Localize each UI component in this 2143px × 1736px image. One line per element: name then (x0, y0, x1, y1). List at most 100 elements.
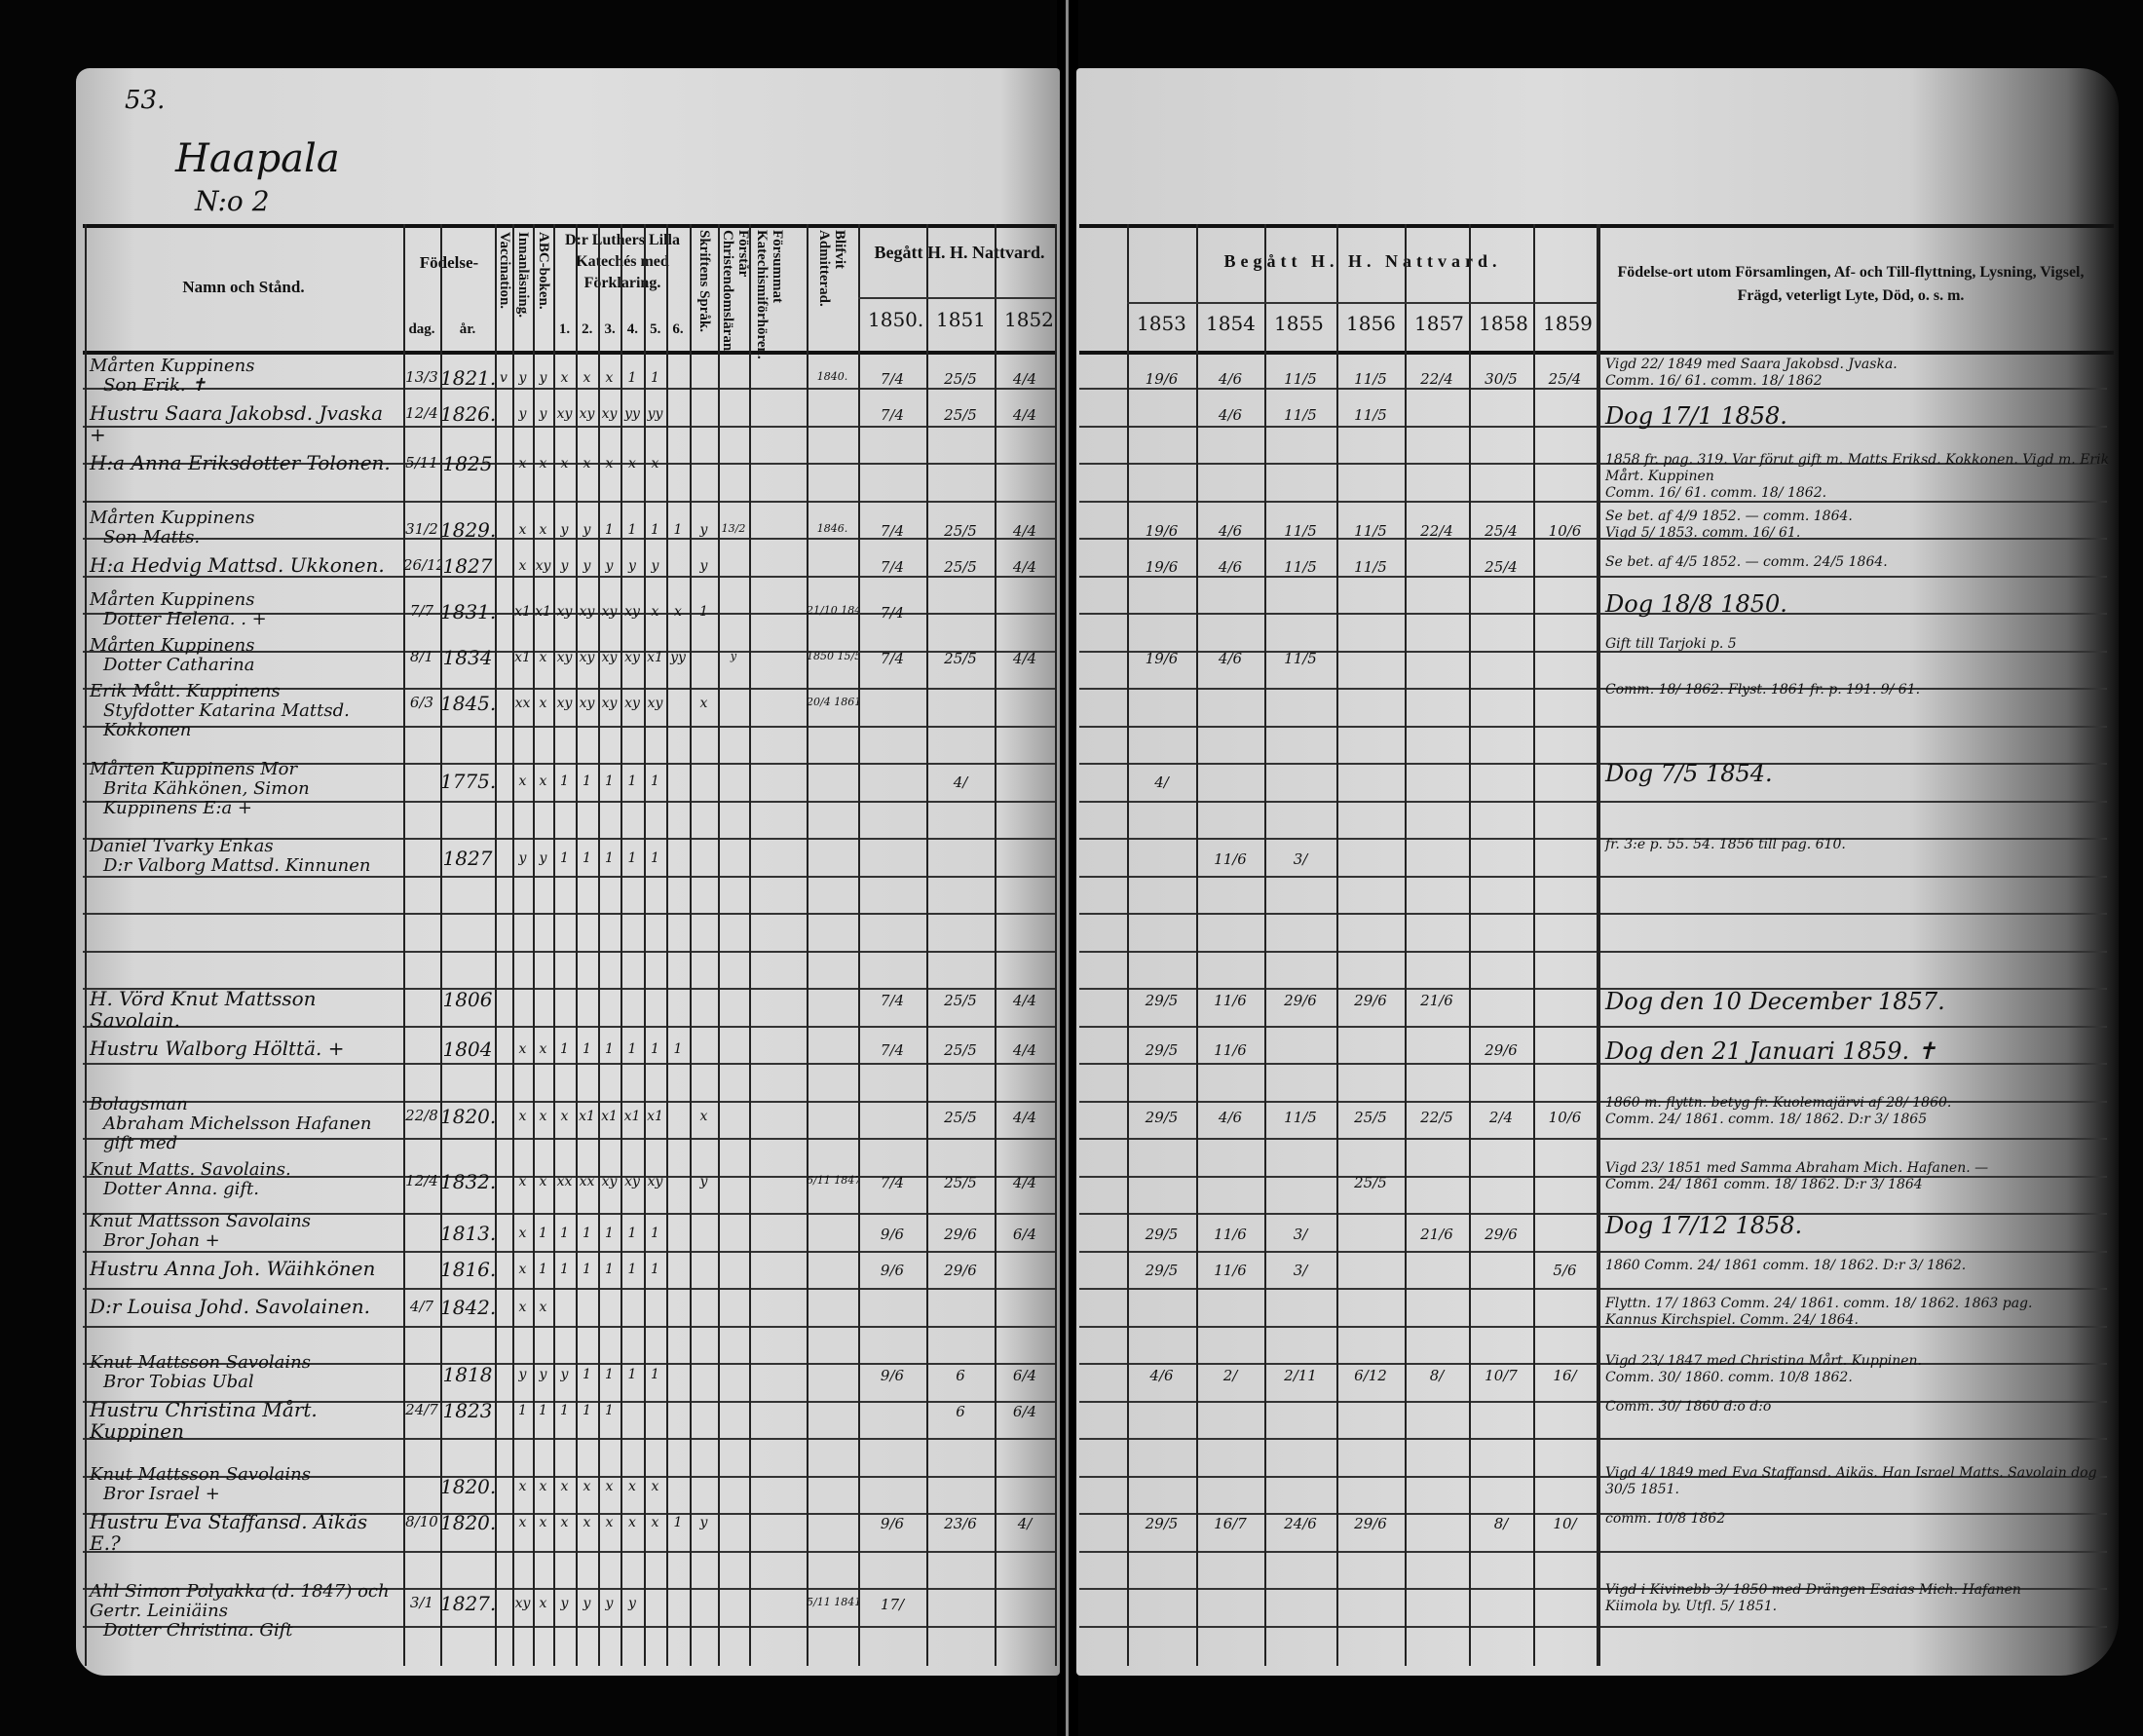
communion-date: 19/6 (1145, 650, 1179, 667)
birth-year: 1832. (440, 1170, 495, 1193)
person-name-block: Erik Mått. Kuppinens Styfdotter Katarina … (90, 682, 397, 740)
person-name-block: Mårten Kuppinens Dotter Helena. . + (90, 590, 397, 629)
catechism-mark: 13/2 (721, 522, 746, 535)
remark: Vigd i Kivinebb 3/ 1850 med Drängen Esai… (1605, 1582, 2021, 1598)
person-name: Mårten Kuppinens Mor (90, 759, 298, 779)
catechism-mark: x (518, 1041, 527, 1057)
birth-day: 7/7 (409, 602, 434, 620)
column-line (1055, 224, 1057, 1666)
communion-date: 7/4 (880, 604, 905, 622)
person-name: Knut Mattsson Savolains (90, 1211, 311, 1231)
catechism-mark: 1 (560, 850, 569, 866)
catechism-mark: 1 (583, 774, 591, 789)
communion-date: 25/5 (944, 650, 977, 667)
ruled-line (83, 800, 1057, 803)
remark-block: Gift till Tarjoki p. 5 (1605, 636, 2110, 653)
column-line (666, 224, 668, 1666)
catechism-mark: x (539, 696, 547, 711)
catechism-mark: 1 (627, 850, 637, 866)
catechism-mark: y (539, 1367, 547, 1382)
catechism-mark: x (518, 1515, 527, 1530)
catechism-mark: y (628, 558, 636, 574)
communion-date: 11/6 (1214, 1226, 1247, 1243)
communion-date: 4/4 (1012, 522, 1037, 540)
birth-year: 1821. (440, 366, 495, 390)
communion-date: 21/6 (1420, 1226, 1453, 1243)
ruled-line (1079, 1213, 2107, 1215)
communion-date: 29/6 (1485, 1041, 1518, 1059)
person-name: Daniel Tvarky Enkas (90, 836, 274, 856)
communion-date: 4/ (953, 774, 968, 791)
catechism-mark: x (674, 604, 682, 620)
ruled-line (1079, 913, 2107, 915)
column-line (620, 224, 622, 1666)
person-name: Mårten Kuppinens (90, 356, 255, 376)
year-header: 1857 (1414, 312, 1464, 335)
ruled-line (1079, 650, 2107, 653)
catechism-mark: xy (556, 604, 573, 620)
catechism-mark: 1 (539, 1403, 547, 1418)
catechism-mark: 1 (627, 1226, 637, 1241)
remark: Comm. 16/ 61. comm. 18/ 1862. (1605, 485, 1827, 501)
person-name: Knut Mattsson Savolains (90, 1352, 311, 1373)
luther-part-header: 3. (604, 321, 616, 337)
catechism-mark: y (583, 1596, 591, 1611)
communion-date: 25/4 (1485, 522, 1518, 540)
ruled-line (1079, 763, 2107, 765)
catechism-mark: y (583, 522, 591, 538)
catechism-mark: x1 (535, 604, 551, 620)
ruled-line (83, 838, 1057, 840)
catechism-mark: 1 (651, 1367, 659, 1382)
catechism-mark: xx (579, 1174, 595, 1189)
catechism-mark: x (628, 1515, 636, 1530)
luther-part-header: 6. (672, 321, 684, 337)
communion-date: 3/ (1293, 850, 1308, 868)
communion-date: 29/6 (1354, 1515, 1387, 1532)
person-name-block: Mårten Kuppinens Son Matts. (90, 509, 397, 547)
person-name-block: Ahl Simon Polyakka (d. 1847) och Gertr. … (90, 1582, 397, 1641)
catechism-mark: y (560, 1367, 569, 1382)
year-rule (1127, 302, 1597, 304)
remark-block: fr. 3:e p. 55. 54. 1856 till pag. 610. (1605, 837, 2110, 853)
catechism-mark: xy (579, 696, 595, 711)
communion-date: 11/5 (1354, 406, 1387, 424)
ruled-line (1079, 688, 2107, 690)
communion-date: 30/5 (1485, 370, 1518, 388)
communion-date: 4/6 (1149, 1367, 1174, 1384)
catechism-mark: yy (647, 406, 663, 422)
column-line (1336, 224, 1338, 1666)
remark: 1860 m. flyttn. betyg fr. Kuolemajärvi a… (1605, 1095, 1952, 1111)
catechism-mark: 1 (627, 1041, 637, 1057)
catechism-mark: 1 (627, 522, 637, 538)
communion-date: 2/4 (1488, 1109, 1514, 1126)
catechism-mark: x (539, 1300, 547, 1315)
catechism-mark: 1 (651, 522, 659, 538)
birth-day: 12/4 (405, 1172, 438, 1189)
column-line (690, 224, 692, 1666)
communion-date: 11/5 (1284, 522, 1317, 540)
remark-block: Comm. 18/ 1862. Flyst. 1861 fr. p. 191. … (1605, 682, 2110, 698)
communion-date: 4/4 (1012, 406, 1037, 424)
ruled-line (1079, 1175, 2107, 1178)
remark: Gift till Tarjoki p. 5 (1605, 636, 1737, 652)
communion-date: 11/6 (1214, 1262, 1247, 1279)
catechism-mark: 5/11 1841 (807, 1596, 858, 1608)
column-line (995, 224, 996, 1666)
catechism-mark: 1 (673, 522, 683, 538)
birth-year: 1813. (440, 1222, 495, 1245)
birth-year: 1818 (442, 1363, 493, 1386)
catechism-mark: xy (535, 558, 551, 574)
catechism-mark: x (583, 1515, 591, 1530)
ruled-line (83, 1063, 1057, 1065)
ruled-line (1079, 1363, 2107, 1365)
catechism-mark: x (518, 1262, 527, 1277)
birth-year: 1827 (442, 847, 493, 870)
ruled-line (1079, 1475, 2107, 1478)
communion-date: 7/4 (880, 650, 905, 667)
catechism-mark: x (699, 1109, 708, 1124)
header-reading: Innanläsning. (515, 232, 531, 318)
communion-date: 11/5 (1284, 558, 1317, 576)
remark-block: 1860 Comm. 24/ 1861 comm. 18/ 1862. D:r … (1605, 1258, 2110, 1274)
communion-date: 6/4 (1012, 1367, 1037, 1384)
ruled-line (83, 463, 1057, 465)
